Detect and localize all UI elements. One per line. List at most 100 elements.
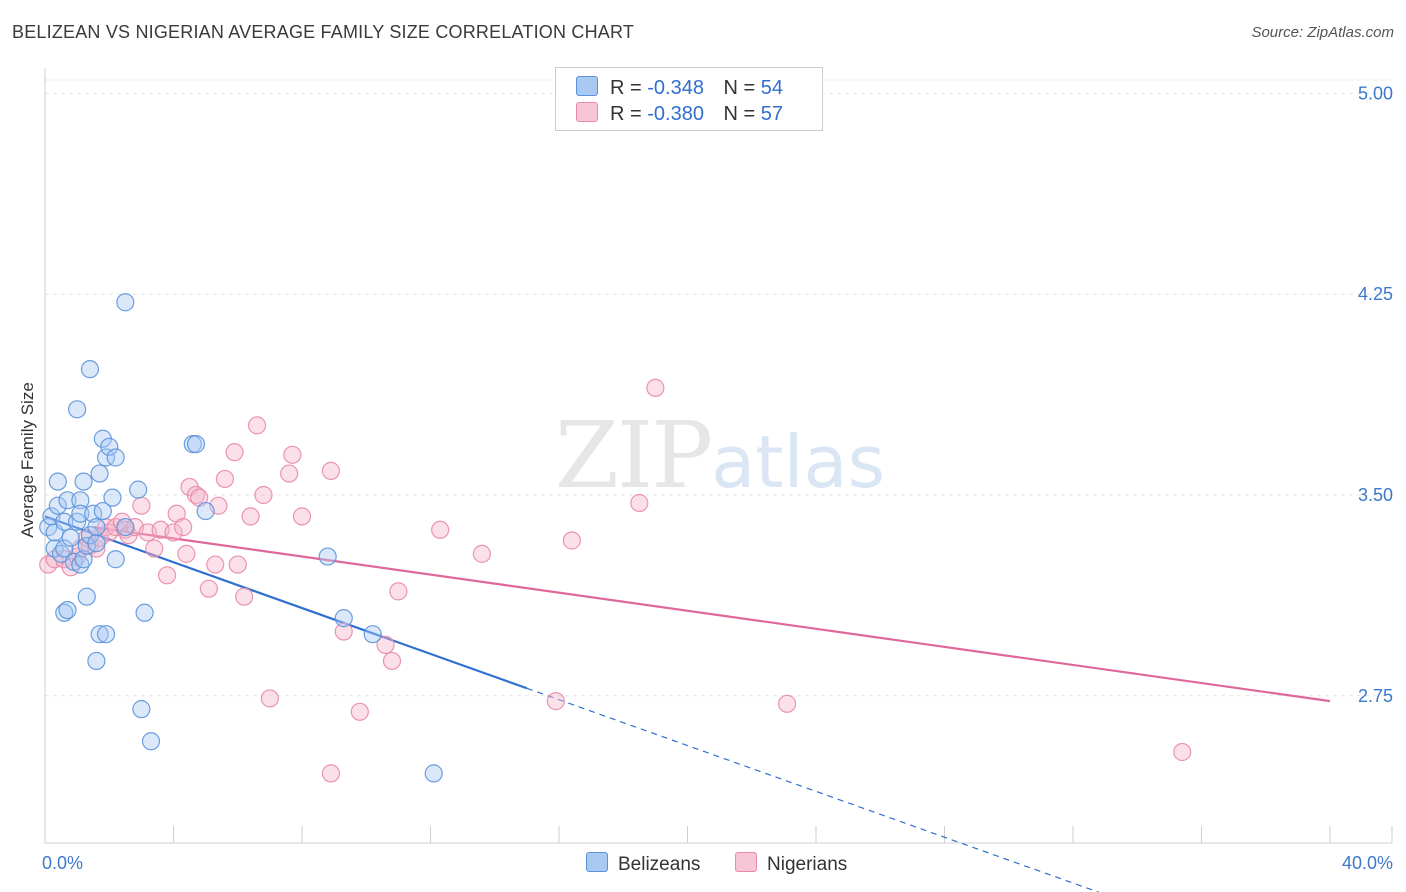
nigerians-point bbox=[235, 587, 254, 606]
y-tick-label: 5.00 bbox=[1358, 83, 1393, 103]
nigerians-point bbox=[225, 443, 244, 462]
belizeans-point bbox=[80, 360, 100, 379]
nigerians-point bbox=[630, 493, 649, 513]
belizeans-point bbox=[363, 625, 382, 644]
x-tick-label: 0.0% bbox=[42, 853, 83, 873]
belizeans-point bbox=[74, 550, 93, 569]
watermark-zip: ZIP bbox=[555, 402, 713, 509]
belizeans-point bbox=[424, 764, 443, 783]
belizeans-point bbox=[87, 651, 106, 671]
belizeans-point bbox=[106, 448, 125, 467]
belizeans-n-value: 54 bbox=[760, 77, 784, 99]
nigerians-point bbox=[254, 485, 273, 505]
belizeans-point bbox=[74, 472, 93, 491]
nigerians-point bbox=[206, 555, 225, 574]
trend-lines bbox=[44, 515, 1331, 892]
nigerians-point bbox=[376, 635, 395, 654]
belizeans-trend-extension bbox=[526, 687, 1100, 892]
belizeans-n-label: N = bbox=[723, 77, 756, 99]
belizeans-point bbox=[87, 518, 106, 537]
x-tick-label: 40.0% bbox=[1342, 853, 1393, 873]
nigerians-point bbox=[145, 539, 164, 558]
belizeans-point bbox=[318, 547, 337, 566]
nigerians-point bbox=[199, 579, 218, 598]
nigerians-point bbox=[321, 461, 341, 480]
belizeans-point bbox=[90, 625, 109, 644]
belizeans-point bbox=[103, 488, 122, 507]
belizeans-point bbox=[68, 400, 87, 419]
nigerians-point bbox=[132, 496, 151, 515]
belizeans-point bbox=[100, 437, 119, 456]
y-tick-label: 2.75 bbox=[1358, 686, 1393, 706]
belizeans-point bbox=[55, 512, 74, 531]
nigerians-point bbox=[646, 378, 665, 397]
bottom-nigerians-label: Nigerians bbox=[767, 854, 848, 875]
nigerians-n-value: 57 bbox=[760, 103, 784, 125]
belizeans-point bbox=[58, 600, 77, 620]
nigerians-point bbox=[186, 485, 206, 505]
belizeans-point bbox=[55, 539, 74, 558]
nigerians-point bbox=[174, 518, 193, 537]
nigerians-trend-line bbox=[93, 526, 1331, 703]
belizeans-point bbox=[77, 587, 96, 606]
chart-title: BELIZEAN VS NIGERIAN AVERAGE FAMILY SIZE… bbox=[12, 22, 635, 42]
nigerians-point bbox=[1173, 742, 1192, 762]
nigerians-point bbox=[472, 544, 491, 563]
nigerians-point bbox=[177, 544, 196, 563]
nigerians-point bbox=[164, 523, 183, 542]
watermark-atlas: atlas bbox=[711, 420, 886, 504]
belizeans-point bbox=[71, 491, 90, 510]
nigerians-point bbox=[241, 507, 260, 526]
belizeans-point bbox=[71, 555, 90, 574]
nigerians-point bbox=[321, 764, 341, 783]
belizeans-point bbox=[116, 293, 135, 312]
belizeans-point bbox=[116, 518, 135, 537]
belizeans-point bbox=[58, 491, 77, 510]
nigerians-point bbox=[382, 651, 402, 671]
belizeans-point bbox=[129, 480, 148, 499]
nigerians-point bbox=[260, 689, 279, 708]
nigerians-point bbox=[283, 445, 302, 464]
belizeans-point bbox=[51, 544, 71, 563]
bottom-belizeans-swatch bbox=[586, 852, 608, 872]
nigerians-point bbox=[350, 702, 369, 721]
belizeans-r-value: -0.348 bbox=[647, 77, 704, 99]
belizeans-point bbox=[334, 609, 353, 628]
nigerians-point bbox=[292, 507, 312, 526]
nigerians-n-label: N = bbox=[723, 103, 756, 125]
nigerians-point bbox=[562, 531, 581, 550]
correlation-legend: R = -0.348 N = 54 R = -0.380 N = 57 bbox=[555, 67, 823, 131]
belizeans-point bbox=[87, 534, 106, 553]
y-tick-label: 4.25 bbox=[1358, 284, 1393, 304]
nigerians-point bbox=[546, 692, 565, 711]
tick-labels: 5.00 4.25 3.50 2.75 0.0% 40.0% bbox=[42, 83, 1393, 873]
belizeans-point bbox=[196, 501, 215, 521]
belizeans-point bbox=[132, 700, 151, 719]
axes bbox=[44, 68, 1393, 844]
nigerians-point bbox=[280, 464, 299, 483]
bottom-legend-nigerians: Nigerians bbox=[735, 852, 847, 876]
y-axis-label: Average Family Size bbox=[18, 382, 37, 538]
belizeans-point bbox=[48, 472, 67, 491]
y-tick-label: 3.50 bbox=[1358, 485, 1393, 505]
nigerians-point bbox=[247, 416, 267, 435]
belizeans-point bbox=[90, 464, 109, 483]
nigerians-point bbox=[389, 582, 408, 601]
nigerians-r-value: -0.380 bbox=[647, 103, 704, 125]
bottom-legend-belizeans: Belizeans bbox=[586, 852, 700, 876]
belizeans-points bbox=[39, 293, 443, 783]
legend-row-nigerians: R = -0.380 N = 57 bbox=[576, 102, 783, 126]
belizeans-point bbox=[96, 448, 116, 467]
legend-row-belizeans: R = -0.348 N = 54 bbox=[576, 76, 783, 100]
belizeans-r-label: R = bbox=[610, 77, 642, 99]
belizeans-point bbox=[186, 435, 206, 454]
nigerians-point bbox=[777, 694, 797, 713]
nigerians-point bbox=[157, 566, 177, 585]
belizeans-point bbox=[135, 603, 154, 622]
belizeans-point bbox=[93, 501, 112, 521]
belizeans-point bbox=[55, 603, 74, 622]
nigerians-point bbox=[215, 469, 234, 489]
belizeans-point bbox=[96, 625, 116, 644]
nigerians-point bbox=[228, 555, 247, 574]
